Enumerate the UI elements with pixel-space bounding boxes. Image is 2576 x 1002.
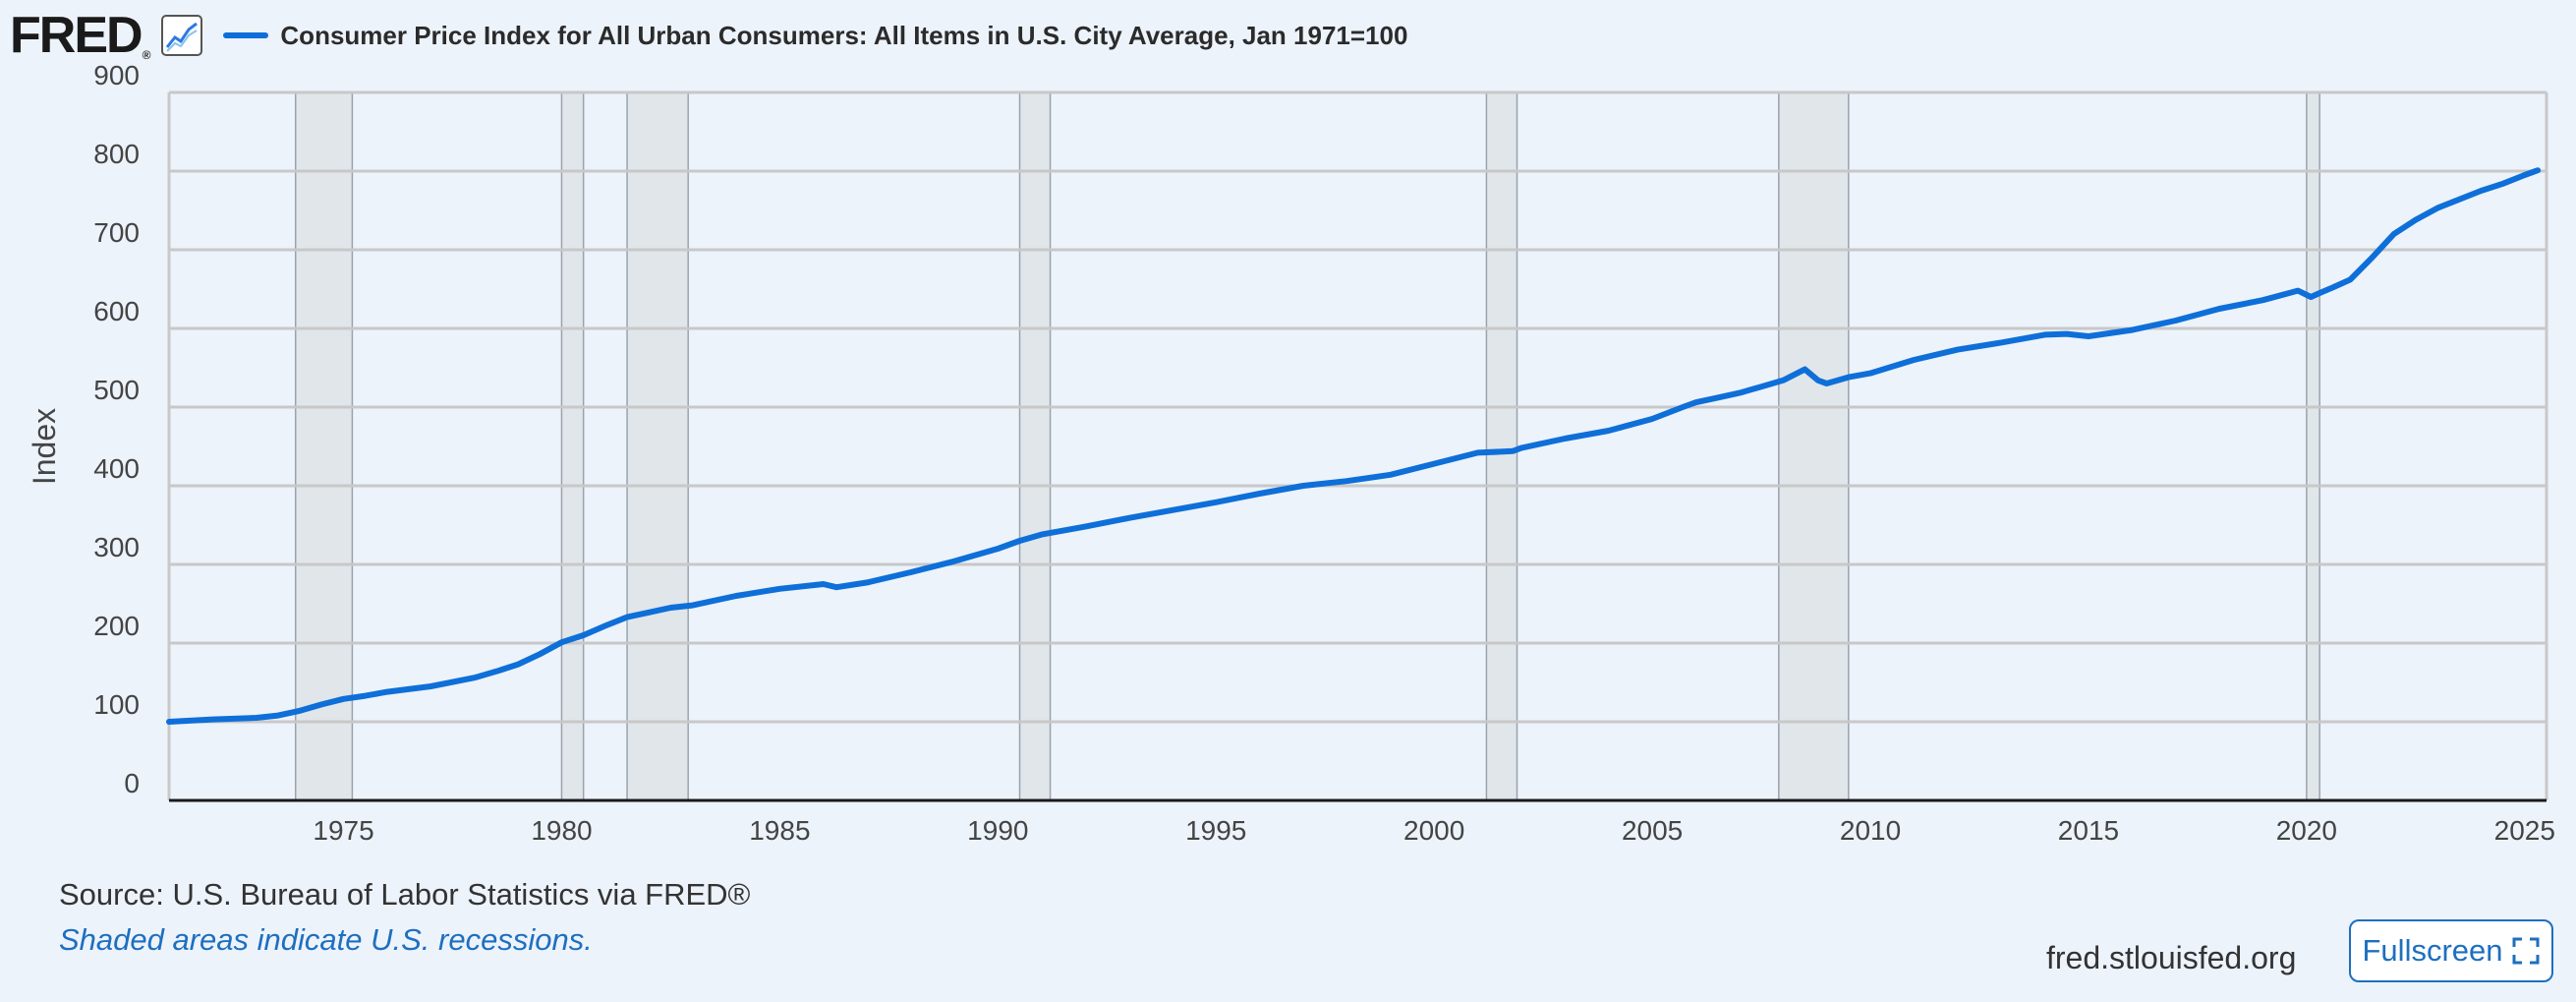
chart-header: FRED® Consumer Price Index for All Urban… [10, 6, 1407, 65]
x-tick-label: 2010 [1840, 815, 1901, 846]
series-line-cpi[interactable] [166, 167, 2542, 725]
recession-shading-layer [294, 92, 2320, 800]
chart-title: Consumer Price Index for All Urban Consu… [280, 20, 1408, 50]
recession-band [1778, 92, 1850, 800]
y-tick-label: 0 [124, 768, 140, 798]
x-tick-label: 2000 [1403, 815, 1464, 846]
fred-logo[interactable]: FRED® [10, 7, 150, 64]
cpi-line-chart: 0 100 200 300 400 500 600 700 800 900 1975 1980 198… [27, 60, 2555, 846]
fullscreen-button[interactable]: Fullscreen [2349, 919, 2553, 982]
fullscreen-label: Fullscreen [2362, 933, 2503, 968]
x-tick-label: 2015 [2058, 815, 2119, 846]
y-tick-label: 400 [93, 453, 140, 484]
y-tick-label: 300 [93, 532, 140, 562]
site-url[interactable]: fred.stlouisfed.org [2046, 940, 2297, 975]
fullscreen-expand-icon [2512, 937, 2539, 965]
x-tick-label: 1980 [531, 815, 592, 846]
recession-band [2306, 92, 2320, 800]
x-tick-label: 1985 [749, 815, 810, 846]
y-tick-label: 200 [93, 611, 140, 641]
y-tick-label: 700 [93, 217, 140, 248]
gridlines-layer [167, 90, 2548, 800]
x-tick-label: 2005 [1622, 815, 1683, 846]
recession-note: Shaded areas indicate U.S. recessions. [59, 922, 593, 957]
recession-band [626, 92, 689, 800]
legend-line-swatch [223, 32, 269, 38]
y-tick-label: 100 [93, 689, 140, 720]
y-axis-label: Index [27, 408, 62, 485]
line-chart-icon[interactable] [160, 14, 203, 57]
recession-band [294, 92, 354, 800]
x-tick-label: 1975 [313, 815, 373, 846]
y-tick-label: 800 [93, 139, 140, 169]
recession-band [1018, 92, 1052, 800]
y-tick-label: 600 [93, 296, 140, 326]
x-tick-label: 1990 [967, 815, 1028, 846]
y-tick-label: 900 [93, 60, 140, 90]
source-text: Source: U.S. Bureau of Labor Statistics … [59, 877, 751, 912]
x-tick-label: 1995 [1185, 815, 1246, 846]
x-tick-labels: 1975 1980 1985 1990 1995 2000 2005 2010 2015 2020… [313, 815, 2555, 846]
recession-band [560, 92, 585, 800]
x-tick-label: 2025 [2494, 815, 2555, 846]
y-tick-label: 500 [93, 375, 140, 405]
y-tick-labels: 0 100 200 300 400 500 600 700 800 900 [93, 60, 140, 798]
recession-band [1485, 92, 1518, 800]
x-tick-label: 2020 [2276, 815, 2337, 846]
